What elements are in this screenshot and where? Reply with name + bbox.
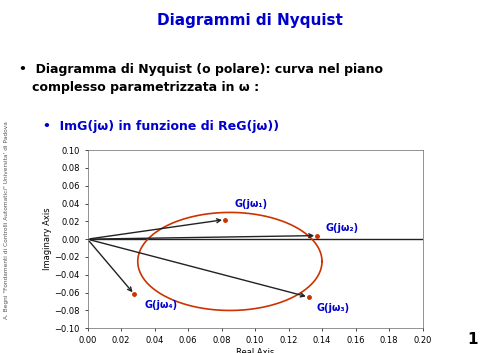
Text: G(jω₁): G(jω₁) bbox=[235, 198, 268, 209]
Text: •  ImG(jω) in funzione di ReG(jω)): • ImG(jω) in funzione di ReG(jω)) bbox=[43, 120, 279, 133]
Text: A. Begni "Fondamenti di Controlli Automatici" Universita' di Padova: A. Begni "Fondamenti di Controlli Automa… bbox=[4, 121, 10, 319]
Text: •  Diagramma di Nyquist (o polare): curva nel piano
   complesso parametrizzata : • Diagramma di Nyquist (o polare): curva… bbox=[19, 63, 383, 94]
Text: G(jω₃): G(jω₃) bbox=[317, 303, 350, 313]
Y-axis label: Imaginary Axis: Imaginary Axis bbox=[42, 208, 51, 270]
Text: G(jω₂): G(jω₂) bbox=[326, 223, 358, 233]
X-axis label: Real Axis: Real Axis bbox=[236, 348, 274, 353]
Text: 1: 1 bbox=[467, 332, 478, 347]
Text: G(jω₄): G(jω₄) bbox=[144, 300, 178, 310]
Text: Diagrammi di Nyquist: Diagrammi di Nyquist bbox=[157, 13, 343, 28]
